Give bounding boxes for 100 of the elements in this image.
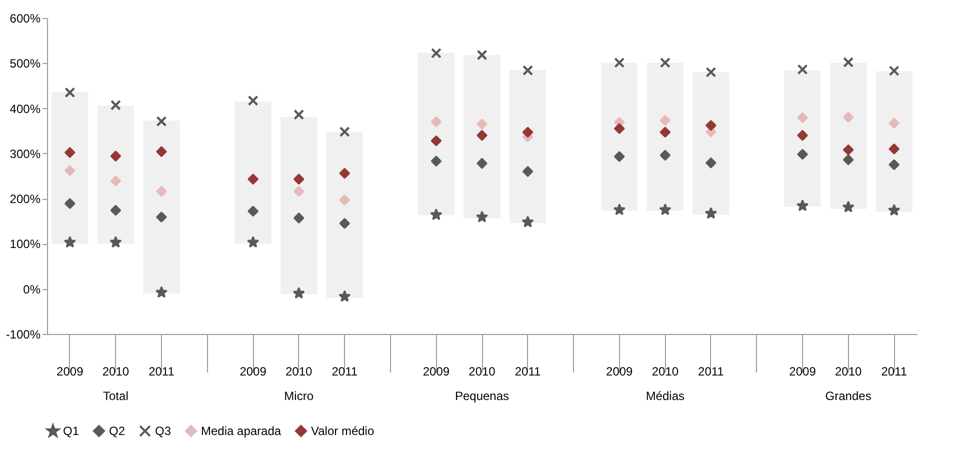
point bbox=[660, 150, 670, 161]
point bbox=[430, 116, 442, 128]
bar bbox=[876, 71, 912, 212]
bar bbox=[52, 92, 88, 244]
point bbox=[293, 287, 305, 298]
x-tick-label: 2009 bbox=[422, 364, 450, 378]
point bbox=[888, 144, 900, 154]
point bbox=[476, 158, 488, 169]
y-tick-label: 600% bbox=[10, 12, 41, 26]
point bbox=[64, 198, 76, 209]
point bbox=[796, 200, 808, 211]
point bbox=[843, 56, 854, 68]
point bbox=[888, 66, 900, 76]
bar bbox=[143, 120, 180, 294]
point bbox=[476, 118, 488, 130]
point bbox=[248, 174, 258, 184]
point bbox=[660, 115, 670, 126]
point bbox=[110, 100, 121, 110]
text: Médias bbox=[646, 389, 684, 403]
point bbox=[156, 286, 168, 298]
point bbox=[660, 57, 670, 68]
point bbox=[294, 109, 304, 120]
text: Grandes bbox=[825, 389, 872, 403]
point bbox=[294, 186, 304, 197]
point bbox=[338, 290, 350, 302]
bar bbox=[418, 52, 455, 216]
point bbox=[614, 151, 625, 162]
legend-label: Q1 bbox=[63, 424, 80, 438]
y-tick-label: 300% bbox=[10, 146, 41, 161]
point bbox=[430, 156, 442, 166]
x-tick-label: 2011 bbox=[148, 364, 175, 378]
legend-label: Media aparada bbox=[201, 424, 282, 438]
point bbox=[339, 218, 350, 229]
point bbox=[64, 147, 76, 158]
y-tick-label: 0% bbox=[23, 282, 41, 296]
bar bbox=[601, 62, 638, 211]
point bbox=[659, 204, 671, 215]
point bbox=[706, 66, 716, 78]
text: Micro bbox=[284, 389, 314, 403]
x-tick-label: 2011 bbox=[698, 364, 724, 378]
point bbox=[797, 149, 808, 160]
x-tick-label: 2009 bbox=[240, 364, 267, 378]
bar bbox=[97, 106, 134, 244]
point bbox=[339, 168, 350, 179]
point bbox=[522, 216, 534, 228]
bar bbox=[234, 102, 272, 244]
point bbox=[614, 123, 625, 134]
x-tick-label: 2010 bbox=[834, 364, 862, 378]
point bbox=[888, 159, 900, 170]
x-tick-label: 2009 bbox=[789, 364, 816, 378]
point bbox=[843, 154, 854, 166]
point bbox=[706, 158, 716, 168]
point bbox=[110, 205, 121, 216]
point bbox=[156, 212, 167, 222]
point bbox=[339, 194, 350, 206]
x-tick-label: 2010 bbox=[468, 364, 496, 378]
point bbox=[430, 136, 442, 146]
point bbox=[888, 204, 900, 216]
point bbox=[706, 120, 716, 131]
text: Total bbox=[103, 389, 128, 403]
point bbox=[294, 174, 304, 184]
point bbox=[64, 165, 76, 176]
point bbox=[705, 208, 717, 218]
bar bbox=[830, 62, 867, 209]
point bbox=[797, 64, 808, 75]
point bbox=[110, 236, 122, 248]
point bbox=[110, 150, 121, 162]
x-tick-label: 2011 bbox=[332, 364, 358, 378]
bar bbox=[784, 70, 821, 207]
point bbox=[797, 130, 808, 141]
point bbox=[842, 201, 854, 212]
y-tick-label: 500% bbox=[10, 56, 41, 71]
legend-label: Q2 bbox=[109, 424, 126, 438]
legend-label: Valor médio bbox=[311, 424, 374, 438]
y-tick-label: 200% bbox=[10, 192, 41, 206]
y-tick-label: 100% bbox=[10, 237, 41, 252]
point bbox=[294, 212, 304, 224]
point bbox=[430, 48, 442, 58]
point bbox=[522, 166, 534, 177]
point bbox=[522, 65, 534, 76]
x-tick-label: 2011 bbox=[514, 364, 542, 378]
bar bbox=[509, 70, 546, 223]
point bbox=[476, 130, 488, 141]
point bbox=[476, 211, 488, 222]
point bbox=[476, 50, 488, 60]
point bbox=[110, 176, 121, 186]
legend-label: Q3 bbox=[155, 424, 172, 438]
bar bbox=[280, 116, 318, 294]
point bbox=[430, 208, 442, 220]
x-tick-label: 2009 bbox=[606, 364, 634, 378]
point bbox=[64, 87, 76, 98]
y-tick-label: -100% bbox=[6, 328, 41, 342]
bar bbox=[326, 132, 363, 298]
y-tick-label: 400% bbox=[10, 102, 41, 116]
point bbox=[614, 204, 626, 215]
point bbox=[888, 118, 900, 128]
point bbox=[156, 146, 167, 157]
x-tick-label: 2009 bbox=[56, 364, 84, 378]
point bbox=[247, 236, 259, 248]
x-tick-label: 2010 bbox=[285, 364, 313, 378]
